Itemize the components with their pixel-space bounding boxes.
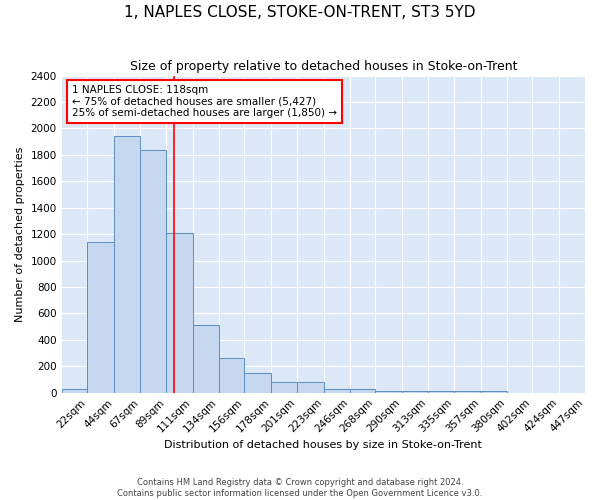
Text: Contains HM Land Registry data © Crown copyright and database right 2024.
Contai: Contains HM Land Registry data © Crown c…: [118, 478, 482, 498]
Bar: [218, 358, 244, 392]
Bar: [297, 382, 324, 392]
Bar: [244, 373, 271, 392]
Bar: [324, 389, 350, 392]
Text: 1, NAPLES CLOSE, STOKE-ON-TRENT, ST3 5YD: 1, NAPLES CLOSE, STOKE-ON-TRENT, ST3 5YD: [124, 5, 476, 20]
X-axis label: Distribution of detached houses by size in Stoke-on-Trent: Distribution of detached houses by size …: [164, 440, 482, 450]
Bar: [88, 242, 115, 392]
Text: 1 NAPLES CLOSE: 118sqm
← 75% of detached houses are smaller (5,427)
25% of semi-: 1 NAPLES CLOSE: 118sqm ← 75% of detached…: [72, 85, 337, 118]
Bar: [115, 136, 140, 392]
Bar: [140, 150, 166, 392]
Bar: [376, 390, 403, 392]
Y-axis label: Number of detached properties: Number of detached properties: [15, 146, 25, 322]
Bar: [166, 233, 193, 392]
Bar: [62, 389, 88, 392]
Bar: [428, 390, 454, 392]
Bar: [193, 326, 218, 392]
Bar: [271, 382, 297, 392]
Bar: [403, 390, 428, 392]
Title: Size of property relative to detached houses in Stoke-on-Trent: Size of property relative to detached ho…: [130, 60, 517, 73]
Bar: [350, 389, 376, 392]
